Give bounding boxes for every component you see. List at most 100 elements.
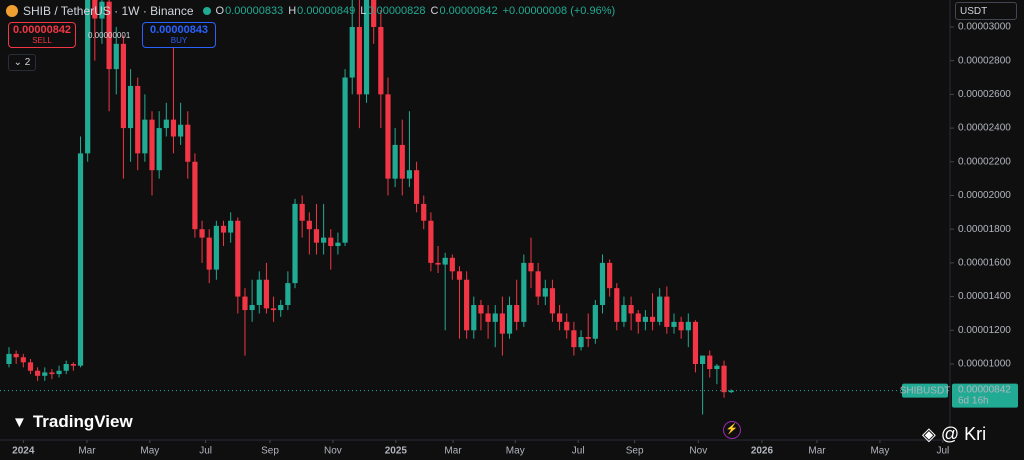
symbol-icon <box>6 5 18 17</box>
candle-body <box>478 305 484 314</box>
candle-body <box>120 43 127 129</box>
candle-body <box>349 26 355 78</box>
candle-body <box>70 363 76 366</box>
x-tick-label: Sep <box>261 446 279 457</box>
candle-body <box>328 237 334 247</box>
header: SHIB / TetherUS · 1W · Binance O 0.000008… <box>6 4 615 18</box>
candle-body <box>392 144 398 179</box>
y-tick-label: 0.00003000 <box>958 22 1011 33</box>
candle-body <box>321 237 327 243</box>
candle-body <box>585 337 591 339</box>
candle-body <box>256 279 262 306</box>
countdown: 6d 16h <box>958 395 989 406</box>
candle-body <box>42 372 48 376</box>
candle-body <box>421 203 427 221</box>
candle-body <box>607 262 613 289</box>
ohlc-key: C <box>430 5 439 17</box>
currency-select[interactable]: USDT <box>955 2 1017 20</box>
y-tick-label: 0.00001400 <box>958 291 1011 302</box>
candle-body <box>335 242 341 247</box>
candle-body <box>449 257 455 272</box>
buy-button[interactable]: 0.00000843 BUY <box>142 22 216 48</box>
ohlc-value: 0.00000828 <box>367 5 426 17</box>
candle-body <box>249 305 255 311</box>
candle-body <box>220 225 227 233</box>
candle-body <box>485 313 491 322</box>
x-tick-label: Jul <box>199 446 212 457</box>
y-tick-label: 0.00002400 <box>958 123 1011 134</box>
candle-body <box>142 119 148 154</box>
x-tick-label: 2024 <box>12 446 35 457</box>
ohlc-key: H <box>288 5 297 17</box>
indicator-count: 2 <box>24 57 31 68</box>
candle-body <box>614 288 620 322</box>
candle-body <box>592 305 598 339</box>
buy-price: 0.00000843 <box>149 24 209 36</box>
x-tick-label: Jul <box>572 446 585 457</box>
candle-body <box>99 1 105 19</box>
x-tick-label: Nov <box>689 446 707 457</box>
candle-body <box>113 43 119 70</box>
x-tick-label: Sep <box>626 446 644 457</box>
candle-body <box>649 316 656 322</box>
candle-body <box>170 119 177 137</box>
candle-body <box>92 0 98 19</box>
candle-body <box>306 220 312 230</box>
candle-body <box>63 363 69 371</box>
x-tick-label: 2025 <box>385 446 408 457</box>
candle-body <box>106 1 112 70</box>
logo-text: TradingView <box>32 412 133 431</box>
indicator-toggle[interactable]: ⌄ 2 <box>8 54 36 71</box>
buy-label: BUY <box>170 36 188 45</box>
ohlc-key: O <box>215 5 225 17</box>
sell-button[interactable]: 0.00000842 SELL <box>8 22 76 48</box>
candle-body <box>714 365 720 370</box>
change: +0.00000008 (+0.96%) <box>502 5 616 17</box>
currency: USDT <box>960 6 988 17</box>
symbol-tag <box>902 383 948 398</box>
candle-body <box>542 288 548 297</box>
y-tick-label: 0.00002200 <box>958 156 1011 167</box>
candle-body <box>678 321 684 331</box>
sell-label: SELL <box>32 36 52 45</box>
candle-body <box>285 283 291 306</box>
candle-body <box>528 262 534 272</box>
candle-body <box>77 153 84 366</box>
logo: ▼ TradingView <box>12 412 133 432</box>
candle-body <box>278 305 284 311</box>
y-tick-label: 0.00002600 <box>958 89 1011 100</box>
candle-body <box>571 330 577 348</box>
candle-body <box>521 262 527 322</box>
watermark-icon: ◈ <box>922 424 941 444</box>
ohlc-value: 0.00000842 <box>439 5 498 17</box>
candle-body <box>728 390 734 393</box>
candle-body <box>270 308 277 311</box>
y-tick-label: 0.00001000 <box>958 359 1011 370</box>
x-tick-label: 2026 <box>751 446 774 457</box>
y-tick-label: 0.00002800 <box>958 55 1011 66</box>
candle-body <box>313 229 320 243</box>
candle-body <box>442 257 448 265</box>
candle-body <box>356 26 362 95</box>
candle-body <box>413 170 420 204</box>
price-tag <box>952 383 1018 408</box>
candle-body <box>35 370 41 376</box>
candle-body <box>385 94 391 179</box>
watermark-text: @ Kri <box>940 424 987 444</box>
event-icon[interactable]: ⚡ <box>723 421 741 439</box>
x-tick-label: May <box>140 446 159 457</box>
candle-body <box>599 262 606 306</box>
candle-body <box>6 353 12 364</box>
candle-body <box>192 161 198 230</box>
x-tick-label: Jul <box>936 446 949 457</box>
candle-body <box>621 305 627 322</box>
candle-body <box>206 237 212 270</box>
candle-body <box>635 313 641 322</box>
y-tick-label: 0.00001200 <box>958 325 1011 336</box>
candle-body <box>178 124 184 137</box>
candle-body <box>642 316 648 322</box>
candle-body <box>499 313 505 334</box>
ohlc-value: 0.00000833 <box>225 5 284 17</box>
ohlc-value: 0.00000849 <box>297 5 356 17</box>
